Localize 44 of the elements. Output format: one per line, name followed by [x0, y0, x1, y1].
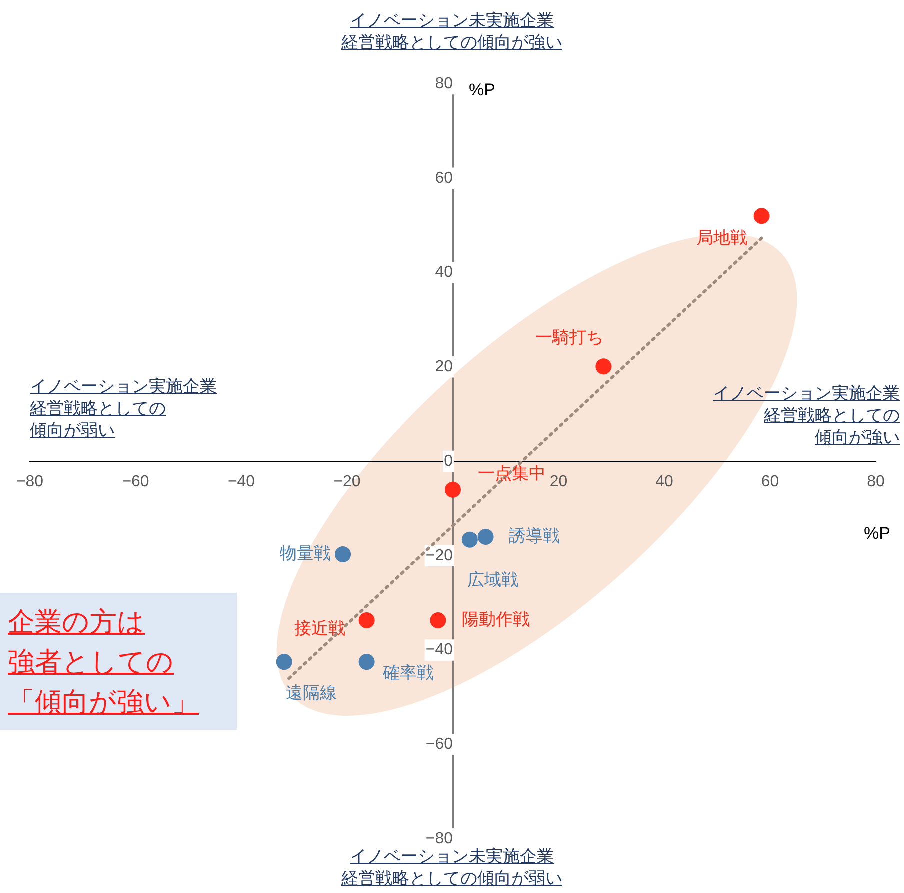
y-axis-title: %P — [469, 80, 496, 100]
annotation: 一点集中 — [478, 464, 546, 484]
annotation: 接近戦 — [294, 618, 346, 639]
annotation: イノベーション実施企業経営戦略としての傾向が弱い — [30, 376, 218, 442]
annotation: イノベーション実施企業経営戦略としての傾向が強い — [712, 383, 900, 449]
y-tick-label: −80 — [426, 830, 454, 848]
y-tick-label: −60 — [426, 736, 454, 754]
y-tick-label: 20 — [435, 358, 454, 376]
text: イノベーション未実施企業経営戦略としての傾向が強い — [340, 10, 564, 54]
x-tick-label: −20 — [334, 474, 361, 491]
point — [445, 482, 461, 498]
text: イノベーション未実施企業経営戦略としての傾向が弱い — [340, 846, 564, 890]
annotation: 企業の方は強者としての「傾向が強い」 — [8, 606, 199, 720]
x-tick-label: 60 — [761, 474, 780, 491]
point — [754, 208, 770, 224]
y-tick-label: 0 — [444, 452, 454, 470]
point — [276, 654, 292, 670]
x-axis-title: %P — [864, 524, 890, 544]
y-tick-label: −40 — [426, 642, 454, 659]
annotation: 物量戦 — [280, 544, 332, 564]
y-tick-label: −20 — [426, 547, 454, 564]
point — [462, 532, 478, 548]
annotation: 広域戦 — [467, 570, 518, 590]
x-tick-label: 80 — [867, 474, 885, 491]
point — [358, 612, 375, 629]
x-tick-label: 40 — [656, 474, 674, 491]
point — [478, 529, 494, 545]
annotation: 陽動作戦 — [462, 610, 530, 630]
annotation: 誘導戦 — [508, 526, 560, 546]
point — [596, 358, 612, 375]
y-tick-label: 80 — [435, 75, 454, 92]
annotation: 局地戦 — [696, 228, 748, 249]
annotation: 確率戦 — [382, 663, 434, 684]
annotation: 遠隔線 — [286, 683, 337, 704]
point — [335, 546, 352, 562]
x-tick-label: −60 — [122, 474, 150, 491]
annotation: 一騎打ち — [536, 328, 604, 348]
x-tick-label: 20 — [550, 474, 568, 491]
x-tick-label: −40 — [228, 474, 256, 491]
x-tick-label: −80 — [16, 474, 44, 491]
y-tick-label: 60 — [435, 170, 454, 187]
point — [430, 612, 446, 629]
y-tick-label: 40 — [435, 264, 454, 282]
point — [358, 654, 375, 670]
